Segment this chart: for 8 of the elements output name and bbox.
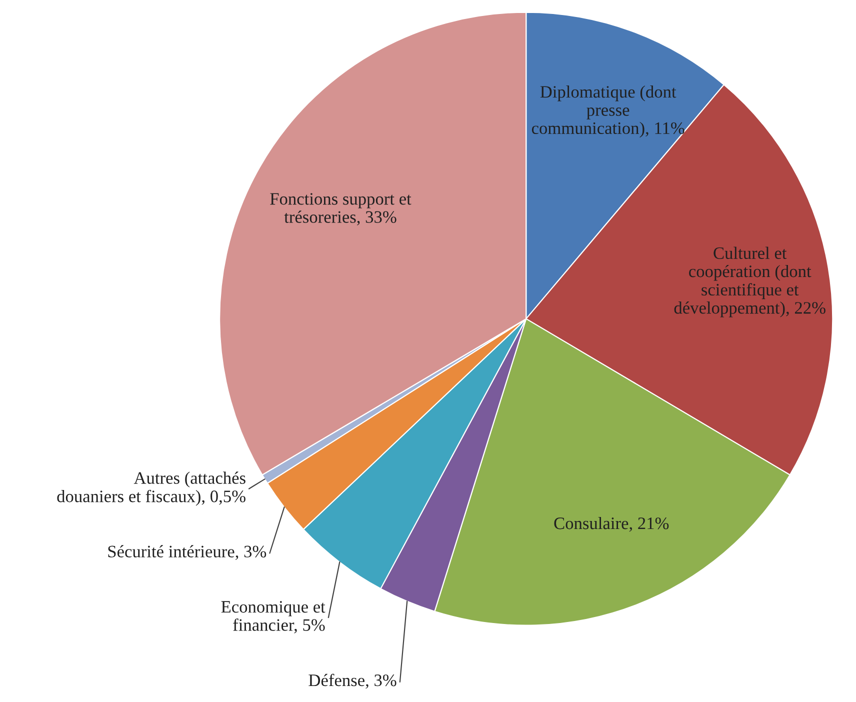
slice-label: Autres (attachés douaniers et fiscaux), 0,5% — [57, 472, 246, 506]
slice-label: Diplomatique (dont presse communication), 11% — [532, 86, 684, 138]
slice-label: Culturel et coopération (dont scientifique et développement), 22% — [674, 246, 826, 318]
slice-label: Fonctions support et trésoreries, 33% — [270, 193, 412, 226]
slice-label: Sécurité intérieure, 3% — [108, 545, 266, 560]
slice-label: Défense, 3% — [308, 674, 396, 689]
slice-label: Economique et financier, 5% — [221, 601, 326, 634]
slice-label: Consulaire, 21% — [554, 516, 669, 532]
